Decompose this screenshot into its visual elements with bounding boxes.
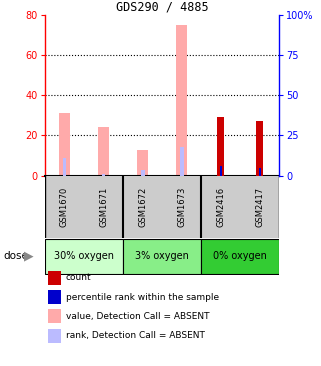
Text: value, Detection Call = ABSENT: value, Detection Call = ABSENT — [66, 312, 209, 321]
Text: GSM1673: GSM1673 — [177, 187, 186, 227]
Text: ▶: ▶ — [24, 250, 34, 263]
Text: GSM1670: GSM1670 — [60, 187, 69, 227]
Bar — [162, 176, 201, 238]
Text: 0% oxygen: 0% oxygen — [213, 251, 267, 261]
Bar — [141, 170, 144, 176]
Bar — [45, 176, 84, 238]
Title: GDS290 / 4885: GDS290 / 4885 — [116, 0, 208, 14]
Text: 3% oxygen: 3% oxygen — [135, 251, 189, 261]
Text: percentile rank within the sample: percentile rank within the sample — [66, 292, 219, 302]
Bar — [59, 113, 70, 176]
Bar — [220, 165, 222, 176]
Text: 30% oxygen: 30% oxygen — [54, 251, 114, 261]
Bar — [180, 147, 184, 176]
Bar — [240, 176, 279, 238]
Text: GSM2417: GSM2417 — [255, 187, 264, 227]
Bar — [63, 157, 66, 176]
Bar — [137, 149, 148, 176]
Bar — [101, 174, 106, 176]
Bar — [259, 168, 261, 176]
Bar — [45, 239, 123, 274]
Text: count: count — [66, 273, 91, 282]
Bar — [123, 239, 201, 274]
Bar — [123, 176, 162, 238]
Text: GSM2416: GSM2416 — [216, 187, 225, 227]
Text: GSM1671: GSM1671 — [99, 187, 108, 227]
Bar — [176, 25, 187, 176]
Bar — [256, 122, 263, 176]
Bar — [217, 117, 224, 176]
Text: GSM1672: GSM1672 — [138, 187, 147, 227]
Bar — [84, 176, 123, 238]
Bar — [201, 176, 240, 238]
Bar — [98, 127, 109, 176]
Text: dose: dose — [3, 251, 28, 261]
Text: rank, Detection Call = ABSENT: rank, Detection Call = ABSENT — [66, 331, 205, 340]
Bar — [201, 239, 279, 274]
